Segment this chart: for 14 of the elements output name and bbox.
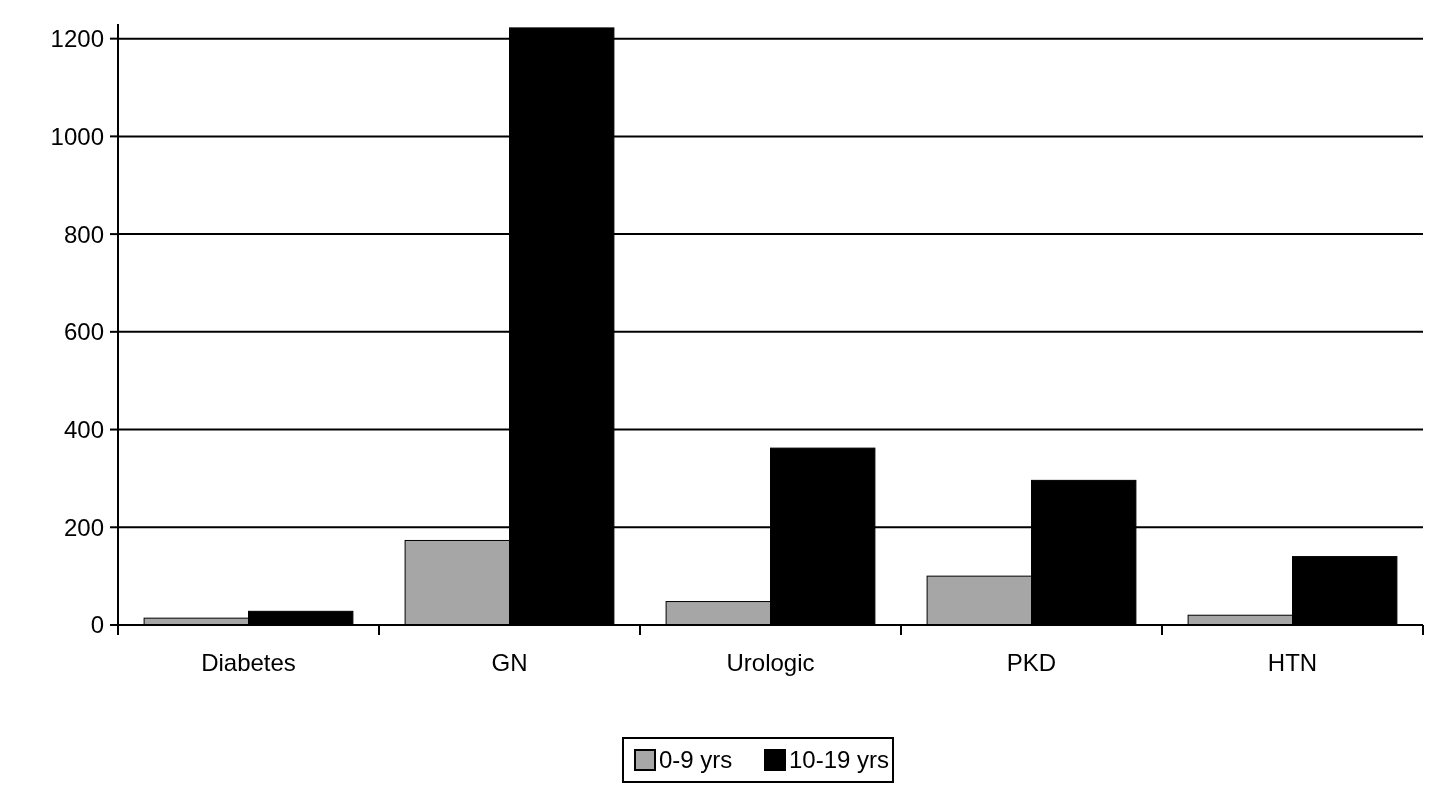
legend-label: 0-9 yrs [659,746,733,774]
y-tick-label: 200 [63,513,104,541]
x-tick-label: GN [491,649,528,676]
y-tick-label: 0 [90,611,104,639]
y-tick-label: 1000 [50,122,104,150]
x-tick-label: Urologic [726,649,815,676]
y-tick-label: 1200 [50,25,104,53]
y-tick-label: 400 [63,415,104,443]
legend-label: 10-19 yrs [789,746,890,774]
x-tick-label: PKD [1006,649,1057,676]
y-tick-label: 600 [63,318,104,346]
x-tick-label: Diabetes [201,649,296,676]
x-tick-label: HTN [1267,649,1318,676]
y-tick-label: 800 [63,220,104,248]
